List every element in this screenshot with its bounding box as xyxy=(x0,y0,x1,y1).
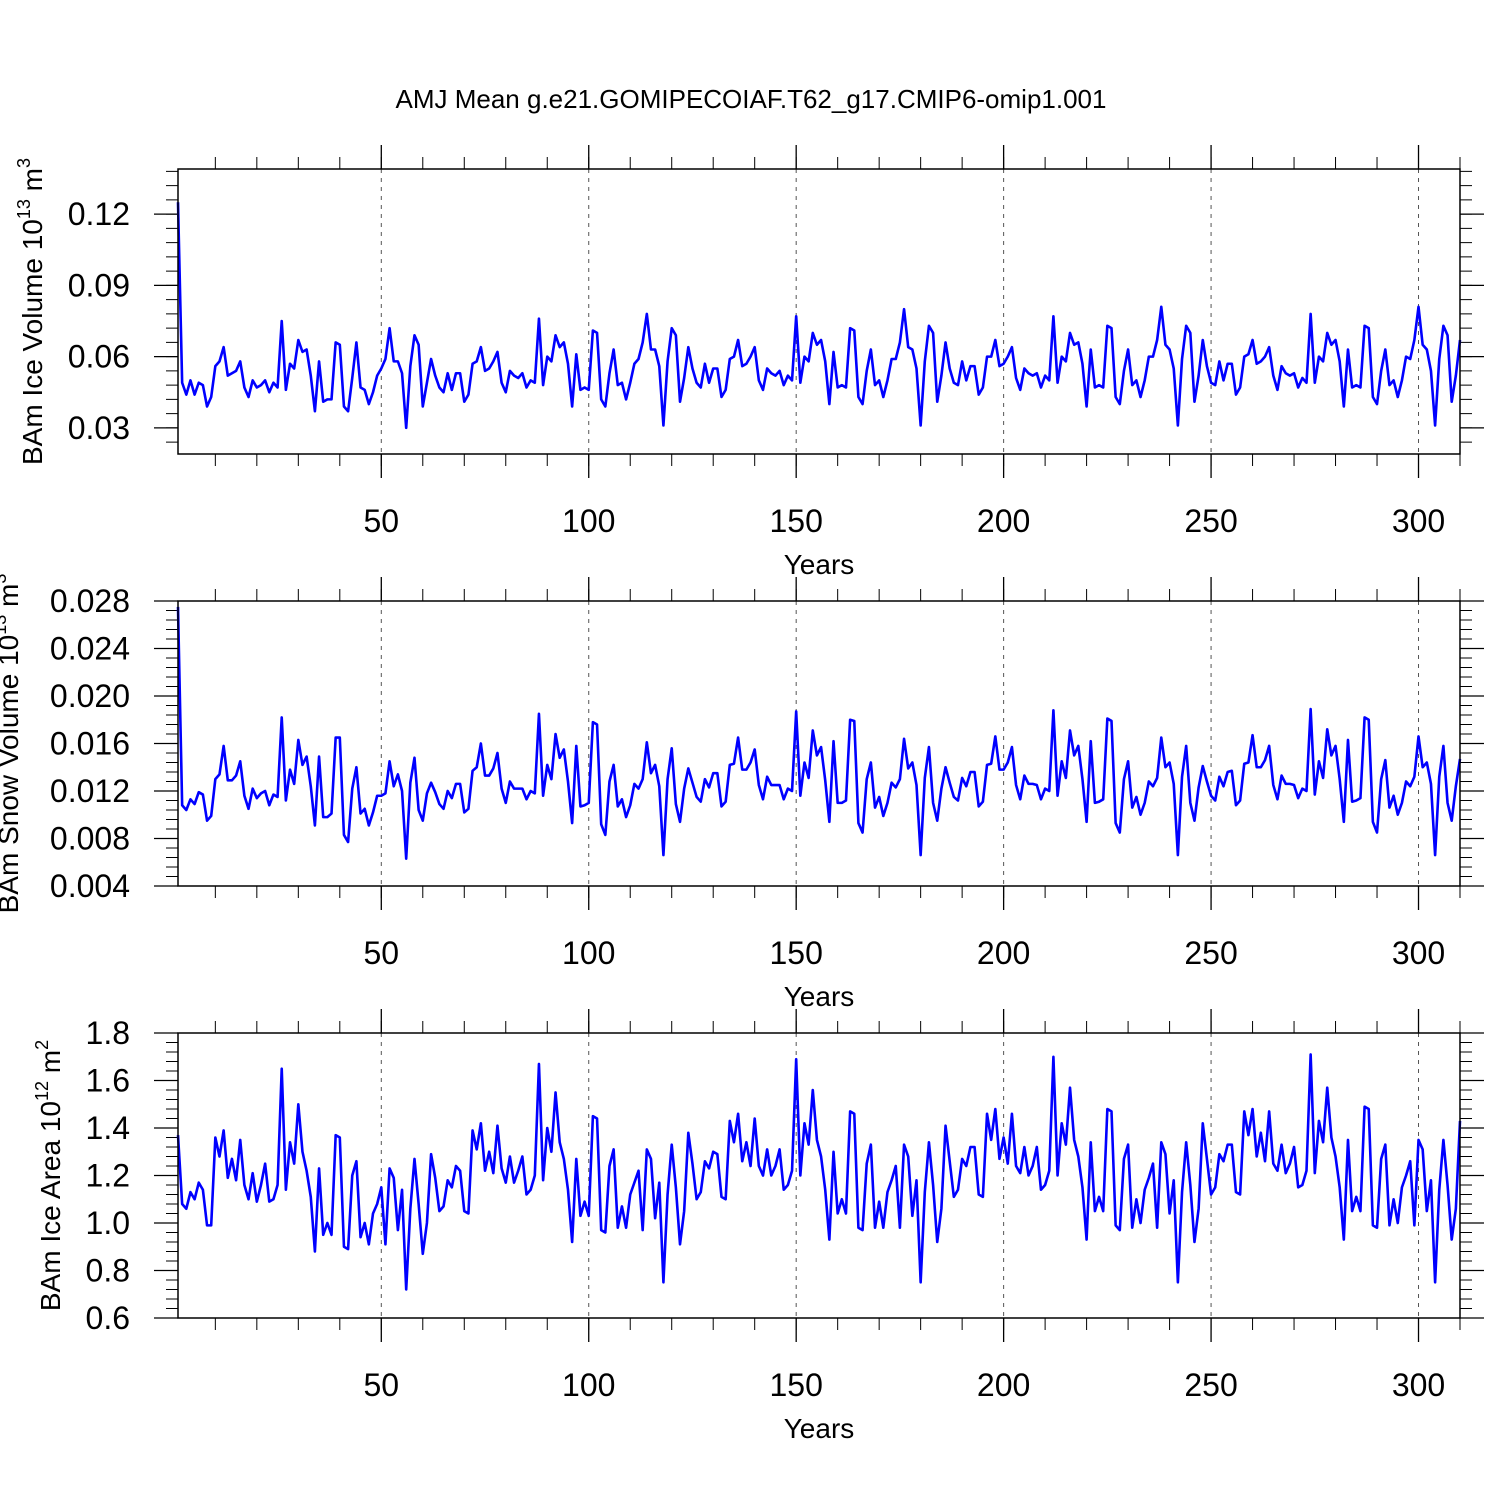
x-tick-label: 100 xyxy=(562,935,615,971)
y-axis-label-unit: m xyxy=(35,1050,66,1081)
plot-frame xyxy=(177,168,1461,455)
y-tick-label: 0.020 xyxy=(50,678,130,714)
x-tick-label: 300 xyxy=(1392,935,1445,971)
y-tick-label: 0.09 xyxy=(68,267,130,303)
series-line xyxy=(176,1053,1462,1291)
x-tick-label: 50 xyxy=(363,935,399,971)
x-tick-label: 200 xyxy=(977,1367,1030,1403)
x-tick-label: 150 xyxy=(769,1367,822,1403)
y-axis-label-main: BAm Ice Area 10 xyxy=(35,1101,66,1311)
y-tick-label: 0.06 xyxy=(68,339,130,375)
y-tick-label: 1.2 xyxy=(86,1158,130,1194)
x-tick-label: 250 xyxy=(1184,503,1237,539)
y-axis-label-unit: m xyxy=(0,584,24,615)
y-tick-label: 0.008 xyxy=(50,821,130,857)
y-tick-label: 1.4 xyxy=(86,1110,130,1146)
x-tick-label: 100 xyxy=(562,1367,615,1403)
y-tick-label: 0.024 xyxy=(50,631,130,667)
y-axis-label-unit-exp: 3 xyxy=(0,574,10,584)
y-axis-label: BAm Ice Volume 1013 m3 xyxy=(14,158,48,465)
y-tick-label: 0.004 xyxy=(50,868,130,904)
y-tick-label: 0.028 xyxy=(50,583,130,619)
panel-1: 50 100 150 200 250 300 0.03 0.06 0.09 0.12 Years BA… xyxy=(14,145,1484,580)
y-axis-label: BAm Ice Area 1012 m2 xyxy=(32,1040,66,1311)
y-tick-label: 1.6 xyxy=(86,1063,130,1099)
y-axis-label: BAm Snow Volume 1013 m3 xyxy=(0,574,24,914)
plot-frame xyxy=(177,1032,1461,1319)
y-axis-label-exp: 13 xyxy=(14,199,34,219)
x-tick-label: 250 xyxy=(1184,1367,1237,1403)
panel-3: 50 100 150 200 250 300 0.6 0.8 1.0 1.2 1.4 1.6 1.8 Ye… xyxy=(32,1009,1484,1444)
y-axis-label-unit-exp: 3 xyxy=(14,158,34,168)
y-axis-label-unit: m xyxy=(17,168,48,199)
x-tick-label: 200 xyxy=(977,503,1030,539)
y-axis-label-main: BAm Ice Volume 10 xyxy=(17,219,48,465)
x-axis-label: Years xyxy=(784,549,855,580)
y-tick-label: 0.12 xyxy=(68,196,130,232)
x-axis-label: Years xyxy=(784,981,855,1012)
x-tick-label: 150 xyxy=(769,935,822,971)
plot-frame xyxy=(177,600,1461,887)
y-axis-label-unit-exp: 2 xyxy=(32,1040,52,1050)
x-axis-label: Years xyxy=(784,1413,855,1444)
y-tick-label: 0.6 xyxy=(86,1300,130,1336)
y-axis-label-main: BAm Snow Volume 10 xyxy=(0,635,24,914)
y-tick-label: 0.016 xyxy=(50,726,130,762)
y-tick-label: 0.012 xyxy=(50,773,130,809)
y-axis-label-exp: 12 xyxy=(32,1081,52,1101)
chart-title: AMJ Mean g.e21.GOMIPECOIAF.T62_g17.CMIP6… xyxy=(396,84,1107,114)
series-line xyxy=(176,606,1462,860)
x-tick-label: 300 xyxy=(1392,503,1445,539)
x-tick-label: 200 xyxy=(977,935,1030,971)
y-axis-label-exp: 13 xyxy=(0,615,10,635)
y-tick-label: 0.8 xyxy=(86,1253,130,1289)
x-tick-label: 250 xyxy=(1184,935,1237,971)
x-tick-label: 50 xyxy=(363,503,399,539)
series-line xyxy=(176,202,1462,430)
x-tick-label: 50 xyxy=(363,1367,399,1403)
x-tick-label: 300 xyxy=(1392,1367,1445,1403)
x-tick-label: 100 xyxy=(562,503,615,539)
x-tick-label: 150 xyxy=(769,503,822,539)
y-tick-label: 0.03 xyxy=(68,410,130,446)
panel-2: 50 100 150 200 250 300 0.004 0.008 0.012 0.016 0.0… xyxy=(0,574,1484,1012)
y-tick-label: 1.8 xyxy=(86,1015,130,1051)
y-tick-label: 1.0 xyxy=(86,1205,130,1241)
